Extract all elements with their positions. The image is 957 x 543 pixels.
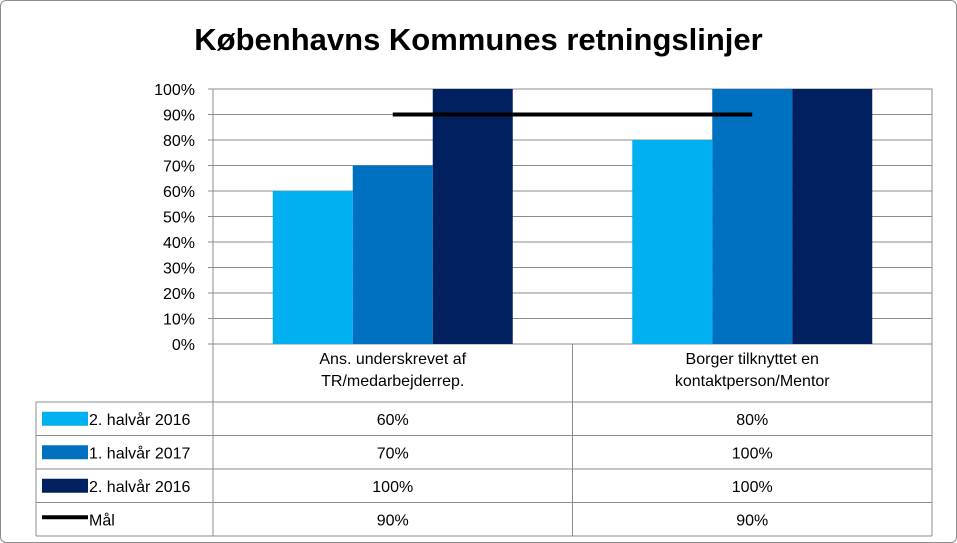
y-tick-label: 70% <box>163 159 195 176</box>
y-tick-label: 100% <box>154 82 195 99</box>
y-tick-label: 0% <box>172 337 195 354</box>
chart-title: Københavns Kommunes retningslinjer <box>194 22 763 57</box>
table-value: 90% <box>377 512 409 529</box>
legend-swatch <box>42 445 88 460</box>
table-value: 70% <box>377 445 409 462</box>
table-value: 60% <box>377 412 409 429</box>
legend-label: 1. halvår 2017 <box>89 444 191 462</box>
bar <box>792 89 873 344</box>
bar <box>712 89 793 344</box>
y-tick-label: 10% <box>163 312 195 329</box>
legend-swatch <box>42 411 88 426</box>
category-label: kontaktperson/Mentor <box>675 373 830 390</box>
bar <box>272 191 353 344</box>
y-tick-label: 50% <box>163 210 195 227</box>
y-tick-label: 30% <box>163 261 195 278</box>
table-value: 100% <box>372 479 413 496</box>
y-tick-label: 40% <box>163 235 195 252</box>
table-value: 80% <box>736 412 768 429</box>
legend-label: Mål <box>89 511 115 529</box>
category-label: Ans. underskrevet af <box>319 351 466 368</box>
y-tick-label: 60% <box>163 184 195 201</box>
bar <box>352 165 433 344</box>
legend-swatch <box>42 478 88 493</box>
category-label: Borger tilknyttet en <box>686 351 819 368</box>
y-tick-label: 20% <box>163 286 195 303</box>
bar <box>632 140 713 344</box>
table-value: 100% <box>732 445 773 462</box>
legend-label: 2. halvår 2016 <box>89 478 191 496</box>
table-value: 100% <box>732 479 773 496</box>
y-tick-label: 80% <box>163 133 195 150</box>
y-tick-label: 90% <box>163 108 195 125</box>
bar <box>432 89 513 344</box>
category-label: TR/medarbejderrep. <box>321 373 464 390</box>
legend-label: 2. halvår 2016 <box>89 411 191 429</box>
table-value: 90% <box>736 512 768 529</box>
